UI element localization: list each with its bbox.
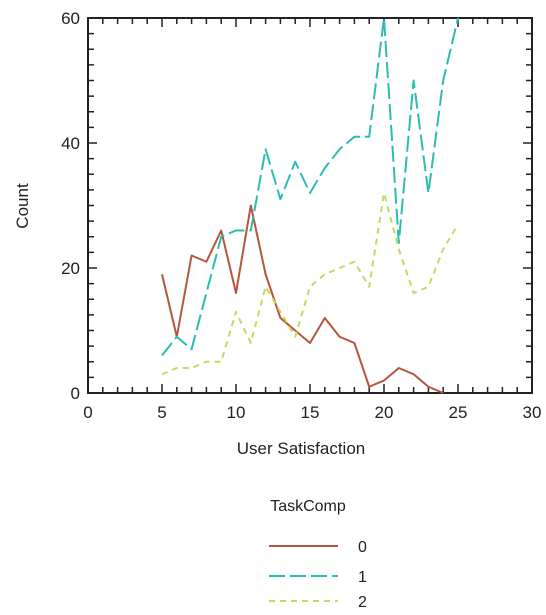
x-tick-label: 15 <box>301 403 320 422</box>
axes: 0 5 10 15 20 25 30 0 20 40 60 <box>61 9 541 422</box>
legend-title: TaskComp <box>270 498 346 515</box>
y-tick-label: 20 <box>61 259 80 278</box>
x-tick-label: 30 <box>523 403 542 422</box>
x-tick-label: 5 <box>157 403 166 422</box>
y-tick-label: 40 <box>61 134 80 153</box>
x-tick-label: 25 <box>449 403 468 422</box>
x-tick-label: 10 <box>227 403 246 422</box>
x-axis-title: User Satisfaction <box>237 439 366 458</box>
x-tick-label: 0 <box>83 403 92 422</box>
series-layer <box>161 17 459 394</box>
y-tick-label: 60 <box>61 9 80 28</box>
y-tick-label: 0 <box>71 384 80 403</box>
y-axis-title: Count <box>13 183 32 229</box>
x-tick-label: 20 <box>375 403 394 422</box>
legend-label-2: 2 <box>358 594 367 611</box>
series-line-1 <box>161 17 459 357</box>
series-line-0 <box>161 204 444 394</box>
legend-label-1: 1 <box>358 569 367 586</box>
plot-frame <box>87 17 533 394</box>
series-line-2 <box>161 192 459 376</box>
legend: TaskComp 0 1 2 <box>269 498 367 611</box>
legend-label-0: 0 <box>358 539 367 556</box>
